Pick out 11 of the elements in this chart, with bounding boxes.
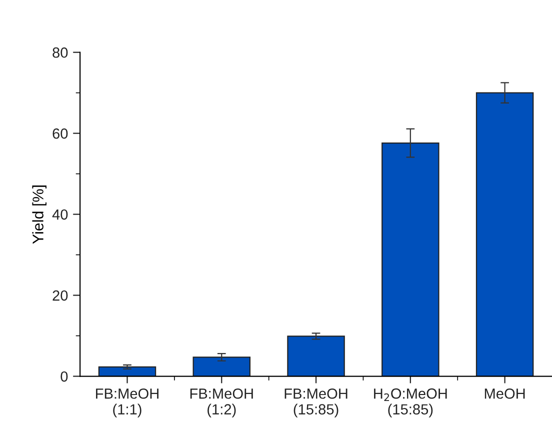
y-tick-label: 40 [52, 209, 68, 220]
y-tick-label: 80 [52, 47, 68, 58]
y-axis-title: Yield [%] [32, 186, 46, 244]
y-tick-label: 20 [52, 290, 68, 301]
y-tick-label: 60 [52, 128, 68, 139]
x-tick-label: H$_{2}$O:MeOH (15:85) [374, 388, 447, 418]
x-tick-label: MeOH [484, 388, 525, 399]
y-tick-label: 0 [60, 371, 68, 382]
x-tick-label: FB:MeOH (15:85) [284, 388, 348, 418]
x-tick-label: FB:MeOH (1:2) [190, 388, 253, 418]
x-tick-label: FB:MeOH (1:1) [96, 388, 158, 418]
